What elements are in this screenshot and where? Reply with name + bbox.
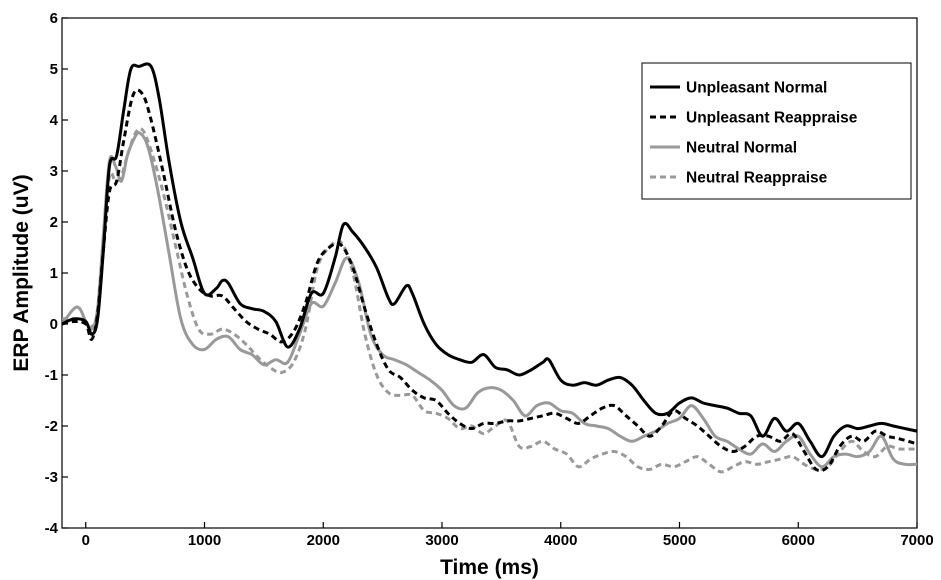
x-tick-label: 1000 [188,532,221,549]
y-tick-label: 5 [50,61,58,78]
legend-label: Unpleasant Reappraise [686,110,858,127]
x-axis: 0 1000 2000 3000 4000 5000 6000 7000 [82,522,934,549]
y-tick-label: 6 [50,10,58,27]
x-axis-title: Time (ms) [440,556,539,579]
x-tick-label: 4000 [544,532,577,549]
x-tick-label: 0 [82,532,90,549]
y-tick-label: 1 [50,265,58,282]
y-tick-label: -4 [45,520,59,537]
series-layer [62,62,917,474]
y-tick-label: 0 [50,316,58,333]
series-line-unpleasant-normal [62,62,917,459]
legend-label: Neutral Reappraise [686,170,828,187]
y-tick-label: 4 [50,112,59,129]
y-axis-title: ERP Amplitude (uV) [10,174,33,371]
legend-label: Unpleasant Normal [686,80,827,97]
legend-box [641,62,912,200]
y-tick-label: 3 [50,163,58,180]
y-tick-label: -2 [45,418,58,435]
x-tick-label: 2000 [307,532,340,549]
y-tick-label: -1 [45,367,58,384]
y-axis: -4 -3 -2 -1 0 1 2 3 4 5 6 [45,10,68,537]
x-tick-label: 7000 [900,532,933,549]
y-tick-label: 2 [50,214,58,231]
y-tick-label: -3 [45,469,58,486]
x-tick-label: 5000 [663,532,696,549]
x-tick-label: 6000 [782,532,815,549]
legend: Unpleasant Normal Unpleasant Reappraise Ne… [641,62,912,200]
x-tick-label: 3000 [425,532,458,549]
legend-label: Neutral Normal [686,140,797,157]
series-line-neutral-reappraise [62,127,917,474]
series-line-neutral-normal [62,131,917,469]
